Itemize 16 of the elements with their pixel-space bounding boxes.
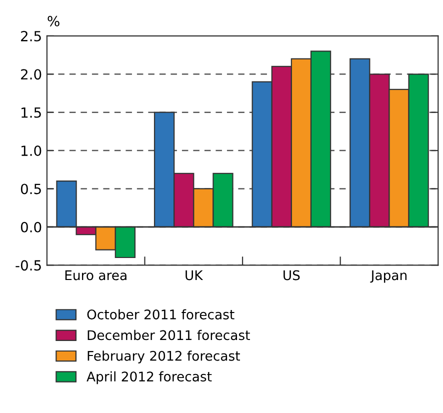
- legend-label: February 2012 forecast: [88, 350, 240, 364]
- y-tick-label: 1.5: [22, 107, 41, 118]
- x-tick-label: Japan: [370, 270, 407, 283]
- y-tick-label: 2.5: [21, 30, 41, 42]
- legend-label: October 2011 forecast: [87, 309, 234, 320]
- legend-label: April 2012 forecast: [86, 371, 212, 384]
- y-tick-label: 0.0: [20, 222, 42, 232]
- y-axis-title: %: [48, 16, 60, 26]
- x-tick-label: US: [284, 270, 300, 280]
- x-tick-label: Euro area: [65, 270, 126, 280]
- y-tick-label: -0.5: [16, 260, 41, 271]
- legend-label: December 2011 forecast: [88, 330, 250, 340]
- x-tick-label: UK: [186, 270, 204, 280]
- y-tick-label: 0.5: [20, 184, 41, 194]
- y-tick-label: 2.0: [21, 69, 42, 80]
- y-tick-label: 1.0: [22, 146, 42, 156]
